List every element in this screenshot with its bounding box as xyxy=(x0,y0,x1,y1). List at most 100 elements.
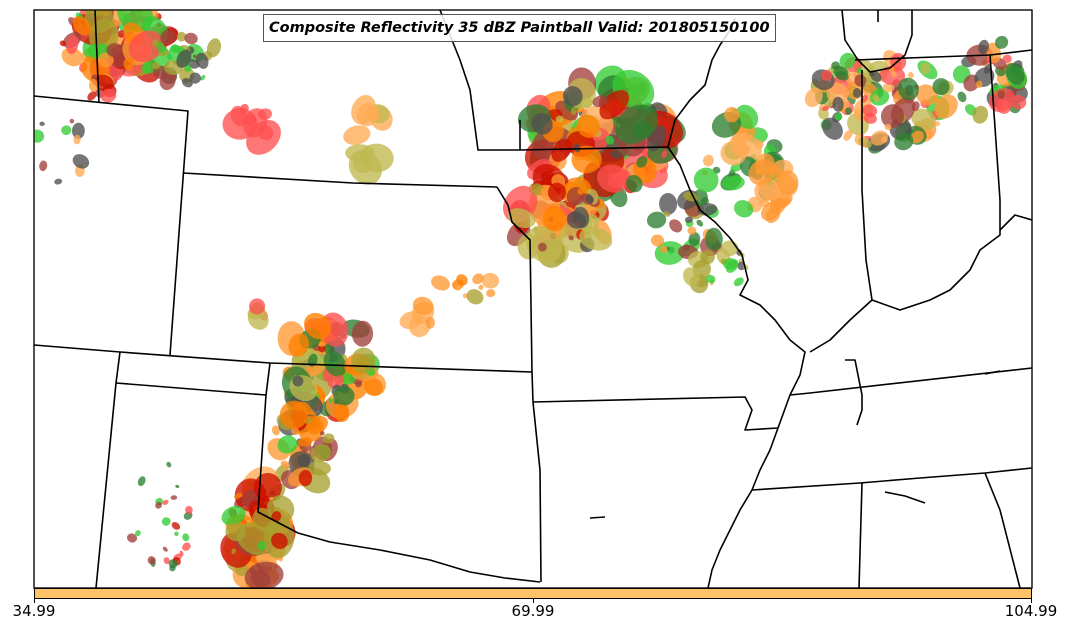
colorbar-tick-mid: 69.99 xyxy=(511,602,555,620)
storm-blob xyxy=(934,94,958,119)
storm-blob xyxy=(576,114,600,138)
storm-blob xyxy=(932,78,950,96)
storm-blob xyxy=(184,65,192,72)
storm-blob xyxy=(298,470,313,487)
storm-blob xyxy=(597,164,629,193)
storm-blob xyxy=(162,499,169,505)
storm-blob xyxy=(249,298,266,315)
storm-blob xyxy=(852,88,862,98)
storm-blob xyxy=(705,274,716,283)
storm-blob xyxy=(996,99,1012,114)
storm-blob xyxy=(39,160,48,172)
border-line xyxy=(115,382,541,583)
state-borders xyxy=(34,10,1032,588)
storm-blob xyxy=(305,363,323,377)
storm-blob xyxy=(72,154,90,169)
storm-blob xyxy=(880,136,888,144)
storm-blob xyxy=(156,41,166,53)
storm-blob xyxy=(243,108,268,138)
storm-blob xyxy=(997,90,1006,99)
storm-blob xyxy=(345,144,375,162)
storm-blob xyxy=(271,532,288,550)
storm-blob xyxy=(724,106,740,123)
storm-blob xyxy=(170,44,180,53)
storm-blob xyxy=(280,460,290,469)
storm-blob xyxy=(199,75,206,81)
storm-blob xyxy=(568,235,574,241)
storm-blob xyxy=(688,232,701,247)
storm-blob xyxy=(570,107,577,116)
storm-blob xyxy=(605,135,615,145)
storm-blob xyxy=(292,375,304,387)
storm-blob xyxy=(322,433,335,444)
storm-cells xyxy=(34,10,1028,588)
border-line xyxy=(439,10,806,396)
border-line xyxy=(496,186,542,583)
storm-blob xyxy=(306,416,329,435)
storm-blob xyxy=(832,96,844,112)
storm-blob xyxy=(776,170,799,195)
storm-blob xyxy=(456,285,461,291)
storm-blob xyxy=(530,183,543,196)
storm-blob xyxy=(571,145,602,174)
storm-blob xyxy=(174,531,179,537)
storm-blob xyxy=(995,35,1009,49)
storm-blob xyxy=(152,62,161,70)
border-line xyxy=(182,172,498,188)
border-line xyxy=(999,214,1032,231)
storm-blob xyxy=(573,143,581,153)
storm-blob xyxy=(957,91,967,103)
storm-blob xyxy=(351,320,374,347)
storm-blob xyxy=(872,94,880,102)
storm-blob xyxy=(169,564,176,572)
storm-blob xyxy=(304,312,332,340)
storm-blob xyxy=(179,550,184,557)
storm-blob xyxy=(319,431,325,436)
storm-blob xyxy=(128,30,164,63)
storm-blob xyxy=(231,548,236,555)
storm-blob xyxy=(39,121,45,127)
storm-blob xyxy=(97,52,114,68)
border-line xyxy=(871,54,1001,311)
border-line xyxy=(751,467,1032,491)
border-line xyxy=(984,370,1001,375)
storm-blob xyxy=(843,129,853,141)
border-line xyxy=(858,482,863,588)
storm-blob xyxy=(518,200,524,206)
storm-blob xyxy=(542,205,566,232)
storm-blob xyxy=(856,67,863,74)
storm-blob xyxy=(592,95,608,107)
storm-blob xyxy=(909,130,924,144)
storm-blob xyxy=(577,188,585,195)
storm-blob xyxy=(696,219,704,227)
storm-blob xyxy=(822,105,830,111)
storm-blob xyxy=(687,226,697,235)
storm-blob xyxy=(343,125,371,145)
storm-blob xyxy=(733,277,744,287)
storm-blob xyxy=(307,347,312,353)
storm-blob xyxy=(725,259,739,273)
storm-blob xyxy=(1005,63,1025,85)
border-line xyxy=(589,516,606,519)
storm-blob xyxy=(135,530,141,537)
border-line xyxy=(94,10,100,104)
storm-blob xyxy=(911,108,937,131)
storm-blob xyxy=(863,112,877,124)
storm-blob xyxy=(163,557,170,565)
storm-blob xyxy=(244,561,284,588)
storm-blob xyxy=(669,219,683,233)
storm-blob xyxy=(659,193,678,215)
storm-blob xyxy=(61,125,72,136)
storm-blob xyxy=(880,104,905,129)
storm-blob xyxy=(721,175,745,191)
storm-blob xyxy=(318,341,326,347)
storm-blob xyxy=(206,38,222,58)
storm-blob xyxy=(72,16,92,36)
storm-blob xyxy=(328,397,333,403)
storm-blob xyxy=(288,333,310,357)
storm-blob xyxy=(126,533,138,543)
storm-blob xyxy=(884,123,892,131)
colorbar-tick-max: 104.99 xyxy=(1004,602,1058,620)
storm-blob xyxy=(835,71,849,81)
storm-blob xyxy=(821,70,833,81)
